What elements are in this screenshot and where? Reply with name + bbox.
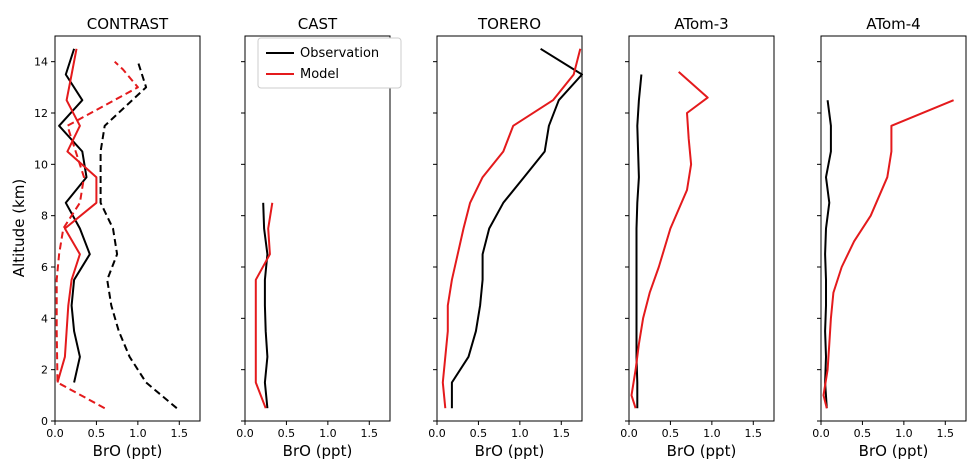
cast-x-axis-label: BrO (ppt) — [283, 442, 353, 460]
cast-xtick-label-1.5: 1.5 — [361, 427, 379, 440]
torero-axes-frame — [436, 35, 583, 422]
legend-model-label: Model — [300, 67, 339, 82]
atom-3-xtick-label-1.0: 1.0 — [703, 427, 721, 440]
torero-xtick-label-0.5: 0.5 — [470, 427, 488, 440]
torero-title: TORERO — [477, 15, 541, 33]
cast-xtick-label-0.0: 0.0 — [236, 427, 254, 440]
contrast-ytick-label-10: 10 — [34, 158, 48, 171]
torero-xtick-label-1.0: 1.0 — [511, 427, 529, 440]
torero-x-axis-label: BrO (ppt) — [475, 442, 545, 460]
contrast-x-axis-label: BrO (ppt) — [93, 442, 163, 460]
cast-xtick-label-1.0: 1.0 — [319, 427, 337, 440]
atom-3-title: ATom-3 — [674, 15, 728, 33]
atom-3-observation-solid-line-0 — [635, 74, 643, 409]
contrast-ytick-label-8: 8 — [41, 210, 48, 223]
atom-4-axes-frame — [820, 35, 967, 422]
contrast-model-solid-line-2 — [56, 48, 98, 383]
atom-4-xtick-label-1.0: 1.0 — [895, 427, 913, 440]
contrast-xtick-label-0.0: 0.0 — [46, 427, 64, 440]
cast-xtick-label-0.5: 0.5 — [278, 427, 296, 440]
torero-xtick-label-1.5: 1.5 — [553, 427, 571, 440]
cast-model-solid-line-1 — [254, 202, 274, 409]
contrast-xtick-label-1.5: 1.5 — [171, 427, 189, 440]
torero-observation-solid-line-0 — [450, 47, 583, 409]
atom-4-x-axis-label: BrO (ppt) — [859, 442, 929, 460]
contrast-xtick-label-0.5: 0.5 — [88, 427, 106, 440]
contrast-xtick-label-1.0: 1.0 — [129, 427, 147, 440]
contrast-ytick-label-0: 0 — [41, 415, 48, 428]
contrast-ytick-label-12: 12 — [34, 107, 48, 120]
atom-3-xtick-label-0.5: 0.5 — [662, 427, 680, 440]
panels-group: CONTRAST 0 2 4 6 8 10 12 14 0.0 0.5 1.0 1.5 BrO (ppt)… — [34, 15, 967, 460]
torero-xtick-label-0.0: 0.0 — [428, 427, 446, 440]
contrast-observation-dashed-line-1 — [99, 61, 178, 409]
contrast-ytick-label-2: 2 — [41, 364, 48, 377]
contrast-model-dashed-line-3 — [55, 60, 139, 410]
contrast-ytick-label-6: 6 — [41, 261, 48, 274]
legend: Observation Model — [257, 37, 402, 89]
atom-3-xtick-label-0.0: 0.0 — [620, 427, 638, 440]
cast-observation-solid-line-0 — [262, 202, 269, 409]
contrast-ytick-label-4: 4 — [41, 312, 48, 325]
atom-4-xtick-label-0.5: 0.5 — [854, 427, 872, 440]
atom-4-title: ATom-4 — [866, 15, 920, 33]
legend-observation-label: Observation — [300, 46, 379, 61]
cast-title: CAST — [298, 15, 338, 33]
contrast-title: CONTRAST — [87, 15, 169, 33]
atom-4-model-solid-line-1 — [822, 99, 954, 409]
torero-model-solid-line-1 — [441, 48, 582, 409]
y-axis-label: Altitude (km) — [10, 179, 28, 277]
atom-3-axes-frame — [628, 35, 775, 422]
atom-3-model-solid-line-1 — [630, 71, 709, 409]
atom-3-xtick-label-1.5: 1.5 — [745, 427, 763, 440]
atom-4-xtick-label-1.5: 1.5 — [937, 427, 955, 440]
legend-box — [257, 37, 402, 89]
atom-4-observation-solid-line-0 — [824, 100, 832, 409]
atom-4-xtick-label-0.0: 0.0 — [812, 427, 830, 440]
contrast-ytick-label-14: 14 — [34, 56, 48, 69]
contrast-observation-solid-line-0 — [58, 48, 91, 383]
atom-3-x-axis-label: BrO (ppt) — [667, 442, 737, 460]
